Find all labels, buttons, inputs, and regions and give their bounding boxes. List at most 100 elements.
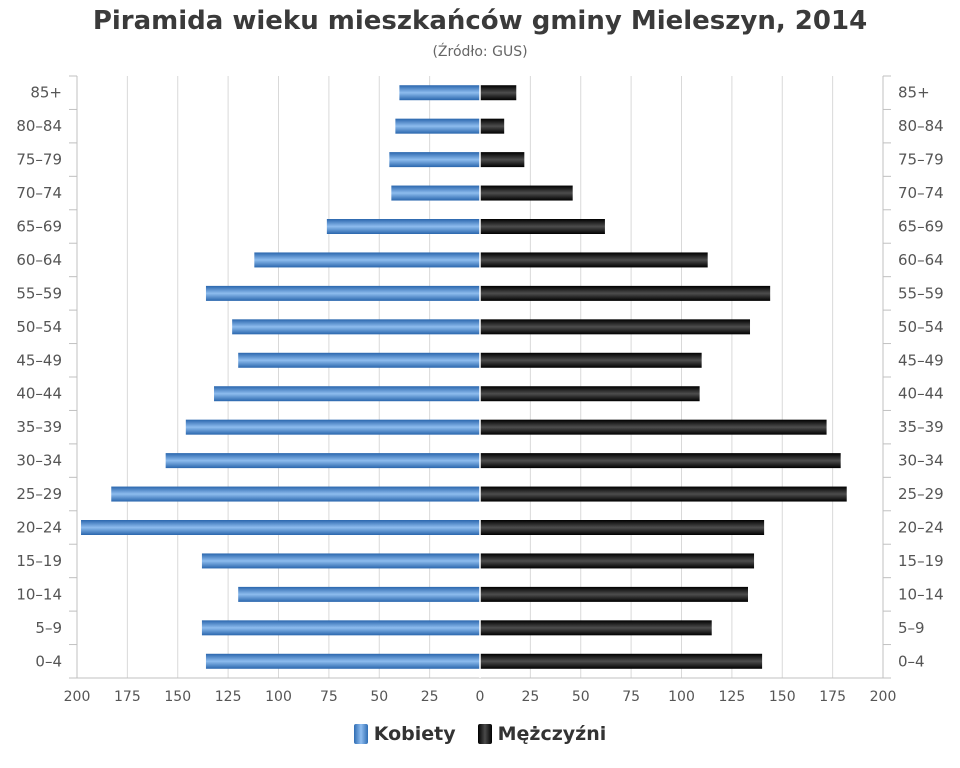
category-label-right: 85+ — [898, 84, 930, 102]
bar-mezczyzni — [480, 553, 755, 569]
category-label-right: 60–64 — [898, 251, 944, 269]
bar-mezczyzni — [480, 586, 748, 602]
bar-kobiety — [254, 252, 480, 268]
x-tick-label: 125 — [719, 689, 746, 705]
category-label-left: 30–34 — [16, 452, 62, 470]
category-label-left: 60–64 — [16, 251, 62, 269]
x-tick-label: 75 — [622, 689, 640, 705]
legend-item-kobiety[interactable]: Kobiety — [353, 723, 456, 745]
bar-kobiety — [238, 352, 480, 368]
bar-kobiety — [395, 118, 480, 134]
category-label-left: 45–49 — [16, 351, 62, 369]
bar-mezczyzni — [480, 252, 708, 268]
bar-kobiety — [205, 285, 480, 301]
category-label-left: 80–84 — [16, 117, 62, 135]
bar-mezczyzni — [480, 486, 847, 502]
category-label-left: 20–24 — [16, 519, 62, 537]
category-label-right: 15–19 — [898, 552, 944, 570]
category-label-right: 40–44 — [898, 385, 944, 403]
legend-swatch-kobiety — [353, 724, 368, 744]
category-label-left: 10–14 — [16, 585, 62, 603]
category-label-right: 65–69 — [898, 218, 944, 236]
category-label-left: 65–69 — [16, 218, 62, 236]
bar-mezczyzni — [480, 185, 573, 201]
bar-mezczyzni — [480, 620, 712, 636]
category-label-left: 40–44 — [16, 385, 62, 403]
bar-kobiety — [165, 453, 480, 469]
category-label-right: 50–54 — [898, 318, 944, 336]
bar-kobiety — [238, 586, 480, 602]
category-label-right: 55–59 — [898, 284, 944, 302]
x-tick-label: 50 — [370, 689, 388, 705]
chart-title: Piramida wieku mieszkańców gminy Mielesz… — [92, 6, 868, 36]
category-label-left: 15–19 — [16, 552, 62, 570]
legend-label-mezczyzni: Mężczyźni — [497, 723, 607, 745]
bar-mezczyzni — [480, 152, 525, 168]
category-label-left: 85+ — [30, 84, 62, 102]
x-tick-label: 200 — [64, 689, 91, 705]
x-tick-label: 150 — [769, 689, 796, 705]
bar-mezczyzni — [480, 520, 765, 535]
bar-kobiety — [214, 386, 480, 402]
x-tick-label: 175 — [819, 689, 846, 705]
x-tick-label: 200 — [870, 689, 897, 705]
bar-kobiety — [111, 486, 480, 502]
legend: Kobiety Mężczyźni — [0, 723, 960, 745]
category-label-left: 75–79 — [16, 151, 62, 169]
bar-mezczyzni — [480, 453, 841, 469]
category-label-right: 30–34 — [898, 452, 944, 470]
bar-kobiety — [326, 219, 480, 234]
category-label-right: 75–79 — [898, 151, 944, 169]
bar-mezczyzni — [480, 219, 605, 234]
category-label-left: 5–9 — [35, 619, 62, 637]
bar-mezczyzni — [480, 319, 751, 335]
category-label-left: 0–4 — [35, 652, 62, 670]
bar-kobiety — [399, 85, 480, 101]
category-label-right: 0–4 — [898, 652, 925, 670]
bar-mezczyzni — [480, 285, 771, 301]
x-tick-label: 175 — [114, 689, 141, 705]
x-tick-label: 0 — [476, 689, 485, 705]
category-label-left: 70–74 — [16, 184, 62, 202]
x-tick-label: 25 — [521, 689, 539, 705]
category-label-right: 5–9 — [898, 619, 925, 637]
bar-mezczyzni — [480, 653, 763, 669]
category-label-right: 10–14 — [898, 585, 944, 603]
category-label-right: 20–24 — [898, 519, 944, 537]
x-tick-label: 50 — [572, 689, 590, 705]
category-label-left: 25–29 — [16, 485, 62, 503]
category-label-left: 55–59 — [16, 284, 62, 302]
x-tick-label: 125 — [215, 689, 242, 705]
category-label-left: 50–54 — [16, 318, 62, 336]
legend-swatch-mezczyzni — [477, 724, 492, 744]
bar-mezczyzni — [480, 419, 827, 435]
bar-mezczyzni — [480, 118, 505, 134]
chart-subtitle: (Źródło: GUS) — [432, 44, 528, 60]
x-tick-label: 100 — [668, 689, 695, 705]
bar-kobiety — [81, 520, 480, 535]
bar-kobiety — [232, 319, 480, 335]
category-label-left: 35–39 — [16, 418, 62, 436]
bar-kobiety — [201, 553, 480, 569]
bar-kobiety — [391, 185, 480, 201]
bar-kobiety — [205, 653, 480, 669]
x-tick-label: 150 — [164, 689, 191, 705]
category-label-right: 70–74 — [898, 184, 944, 202]
x-tick-label: 100 — [265, 689, 292, 705]
x-tick-label: 75 — [320, 689, 338, 705]
x-tick-label: 25 — [421, 689, 439, 705]
category-label-right: 45–49 — [898, 351, 944, 369]
bar-mezczyzni — [480, 85, 517, 101]
legend-label-kobiety: Kobiety — [373, 723, 456, 745]
bar-kobiety — [389, 152, 480, 168]
category-label-right: 25–29 — [898, 485, 944, 503]
category-label-right: 80–84 — [898, 117, 944, 135]
category-label-right: 35–39 — [898, 418, 944, 436]
legend-item-mezczyzni[interactable]: Mężczyźni — [477, 723, 607, 745]
bar-kobiety — [185, 419, 480, 435]
bar-mezczyzni — [480, 386, 700, 402]
bar-mezczyzni — [480, 352, 702, 368]
bar-kobiety — [201, 620, 480, 636]
